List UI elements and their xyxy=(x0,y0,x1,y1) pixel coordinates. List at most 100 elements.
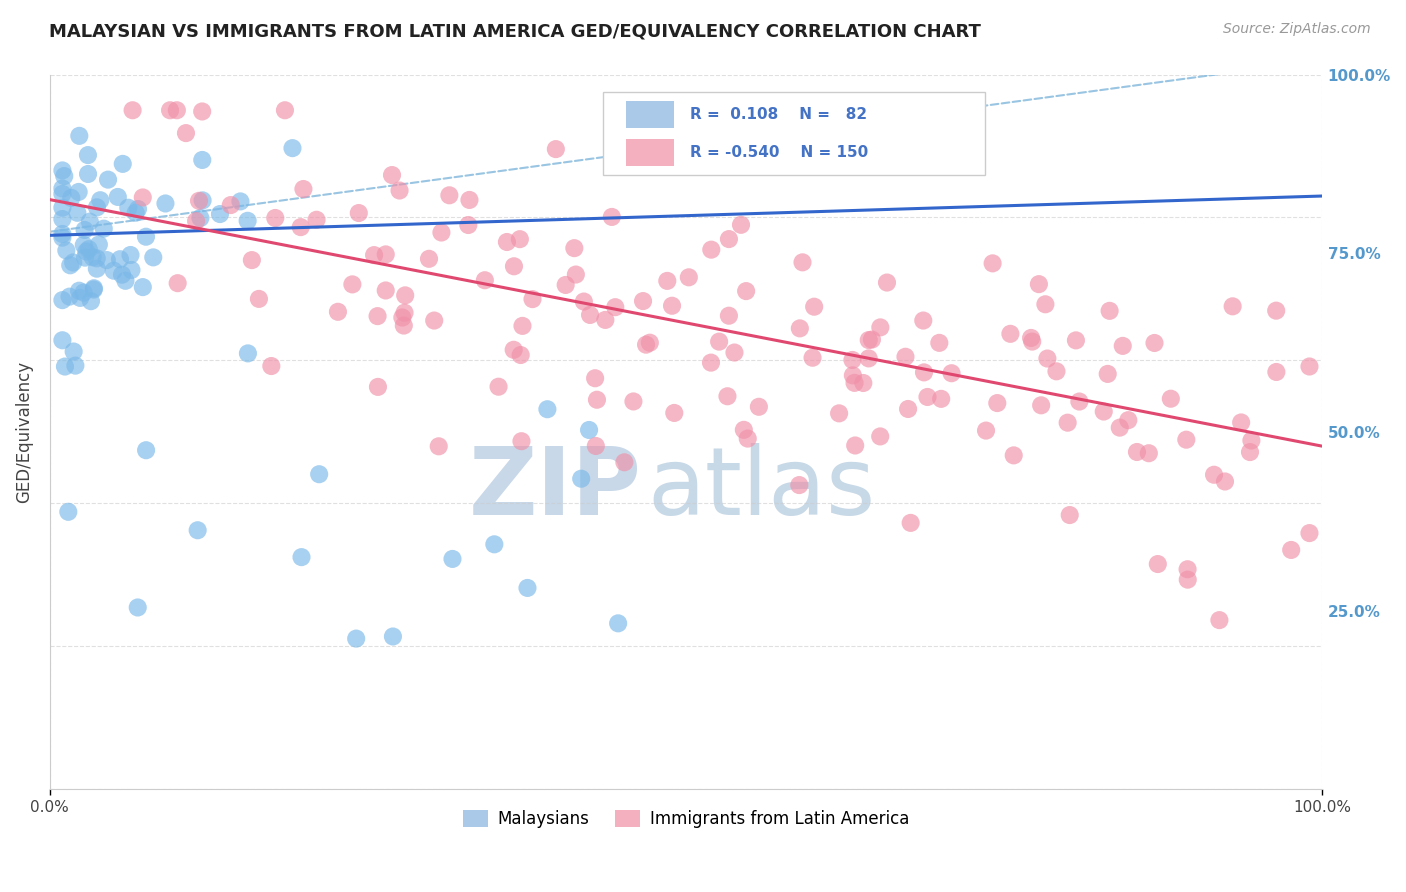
Point xyxy=(132,280,155,294)
Text: atlas: atlas xyxy=(648,443,876,535)
Point xyxy=(86,261,108,276)
Point xyxy=(89,193,111,207)
Point xyxy=(73,223,96,237)
Point xyxy=(1160,392,1182,406)
Point xyxy=(678,270,700,285)
Point xyxy=(191,104,214,119)
Point xyxy=(60,191,83,205)
Point xyxy=(62,344,84,359)
Point xyxy=(735,284,758,298)
Point xyxy=(474,273,496,287)
Point xyxy=(439,188,461,202)
Point xyxy=(236,346,259,360)
Point xyxy=(536,402,558,417)
Point xyxy=(381,168,404,182)
Point xyxy=(828,406,851,420)
Point xyxy=(700,356,723,370)
Point xyxy=(77,167,100,181)
Point xyxy=(457,218,479,232)
Point xyxy=(305,212,328,227)
Point xyxy=(290,220,312,235)
FancyBboxPatch shape xyxy=(626,101,675,128)
Text: MALAYSIAN VS IMMIGRANTS FROM LATIN AMERICA GED/EQUIVALENCY CORRELATION CHART: MALAYSIAN VS IMMIGRANTS FROM LATIN AMERI… xyxy=(49,22,981,40)
Point xyxy=(803,300,825,314)
Point xyxy=(842,368,865,383)
Point xyxy=(929,392,952,406)
Point xyxy=(187,523,209,537)
Point xyxy=(509,232,531,246)
Point xyxy=(73,238,96,252)
Point xyxy=(860,333,883,347)
Point xyxy=(392,318,415,333)
Point xyxy=(120,248,142,262)
Point xyxy=(96,253,118,268)
Point xyxy=(59,258,82,272)
Point xyxy=(869,320,891,334)
Point xyxy=(1019,331,1042,345)
Point xyxy=(1137,446,1160,460)
Point xyxy=(381,630,404,644)
Point xyxy=(1175,433,1198,447)
Point xyxy=(142,251,165,265)
Point xyxy=(374,247,396,261)
Point xyxy=(981,256,1004,270)
Point xyxy=(124,205,146,219)
Point xyxy=(664,406,686,420)
Point xyxy=(342,277,364,292)
Point xyxy=(792,255,814,269)
Point xyxy=(1298,526,1320,541)
Point xyxy=(1059,508,1081,522)
Point xyxy=(430,226,453,240)
Point xyxy=(79,214,101,228)
Point xyxy=(367,309,389,323)
Point xyxy=(62,255,84,269)
Point xyxy=(623,394,645,409)
Point xyxy=(127,202,149,216)
Point xyxy=(458,193,481,207)
Point xyxy=(184,214,207,228)
Point xyxy=(583,371,606,385)
Point xyxy=(86,200,108,214)
Point xyxy=(716,389,738,403)
Point xyxy=(700,243,723,257)
Point xyxy=(1118,413,1140,427)
Point xyxy=(51,181,73,195)
Point xyxy=(1240,434,1263,448)
Point xyxy=(789,321,811,335)
Point xyxy=(858,333,880,347)
Point xyxy=(72,285,94,300)
Point xyxy=(1097,367,1119,381)
Point xyxy=(97,172,120,186)
Legend: Malaysians, Immigrants from Latin America: Malaysians, Immigrants from Latin Americ… xyxy=(456,803,915,835)
Point xyxy=(135,229,157,244)
Point xyxy=(77,148,100,162)
Point xyxy=(1112,339,1135,353)
Point xyxy=(73,251,96,265)
Point xyxy=(986,396,1008,410)
Point xyxy=(427,439,450,453)
Point xyxy=(928,335,950,350)
Point xyxy=(191,194,214,208)
Point xyxy=(1092,404,1115,418)
Point xyxy=(51,212,73,227)
Point xyxy=(496,235,519,249)
Point xyxy=(127,600,149,615)
Point xyxy=(108,252,131,267)
Point xyxy=(585,439,607,453)
Point xyxy=(132,190,155,204)
Text: R = -0.540    N = 150: R = -0.540 N = 150 xyxy=(690,145,868,160)
Point xyxy=(1230,416,1253,430)
Point xyxy=(326,305,349,319)
Point xyxy=(569,472,592,486)
Point xyxy=(876,276,898,290)
Point xyxy=(1213,475,1236,489)
Point xyxy=(1222,299,1244,313)
Point xyxy=(51,230,73,244)
Point xyxy=(484,537,506,551)
Point xyxy=(1098,303,1121,318)
Point xyxy=(135,443,157,458)
Point xyxy=(900,516,922,530)
Point xyxy=(717,309,740,323)
Point xyxy=(730,218,752,232)
Point xyxy=(111,157,134,171)
